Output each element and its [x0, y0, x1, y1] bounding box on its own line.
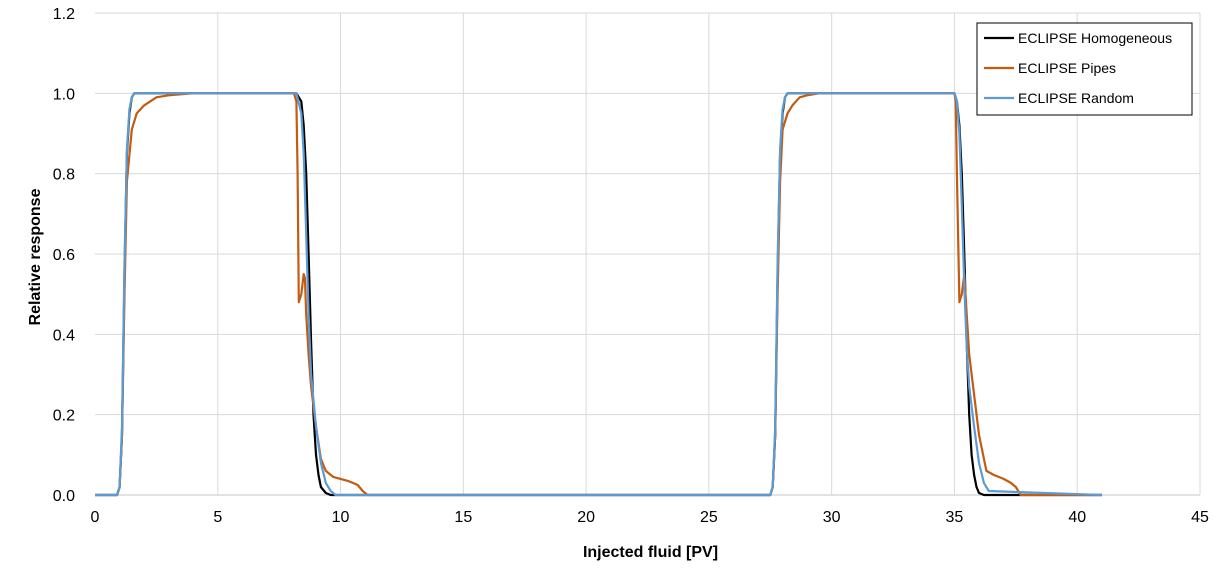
x-tick-label: 5 [213, 509, 222, 526]
y-tick-label: 1.0 [53, 86, 75, 103]
x-tick-label: 35 [946, 509, 964, 526]
series-lines [95, 92, 1102, 497]
y-tick-label: 0.8 [53, 167, 75, 184]
x-tick-labels: 0 5 10 15 20 25 30 35 40 45 [91, 509, 1209, 526]
x-tick-label: 25 [700, 509, 718, 526]
legend-label: ECLIPSE Homogeneous [1018, 30, 1172, 46]
legend-label: ECLIPSE Pipes [1018, 60, 1116, 76]
x-tick-label: 15 [454, 509, 472, 526]
x-axis-title: Injected fluid [PV] [583, 544, 718, 561]
legend-label: ECLIPSE Random [1018, 90, 1134, 106]
y-tick-label: 0.2 [53, 408, 75, 425]
x-tick-label: 45 [1191, 509, 1209, 526]
y-axis-title: Relative response [27, 188, 44, 325]
x-tick-label: 10 [332, 509, 350, 526]
y-tick-label: 0.4 [53, 327, 75, 344]
legend: ECLIPSE Homogeneous ECLIPSE Pipes ECLIPSE … [976, 22, 1193, 116]
x-tick-label: 0 [91, 509, 100, 526]
x-tick-label: 20 [577, 509, 595, 526]
y-tick-label: 0.6 [53, 247, 75, 264]
y-tick-label: 0.0 [53, 488, 75, 505]
x-tick-label: 30 [823, 509, 841, 526]
y-tick-label: 1.2 [53, 6, 75, 23]
series-line-3 [95, 92, 1102, 497]
x-tick-label: 40 [1068, 509, 1086, 526]
y-tick-labels: 0.0 0.2 0.4 0.6 0.8 1.0 1.2 [53, 6, 75, 505]
